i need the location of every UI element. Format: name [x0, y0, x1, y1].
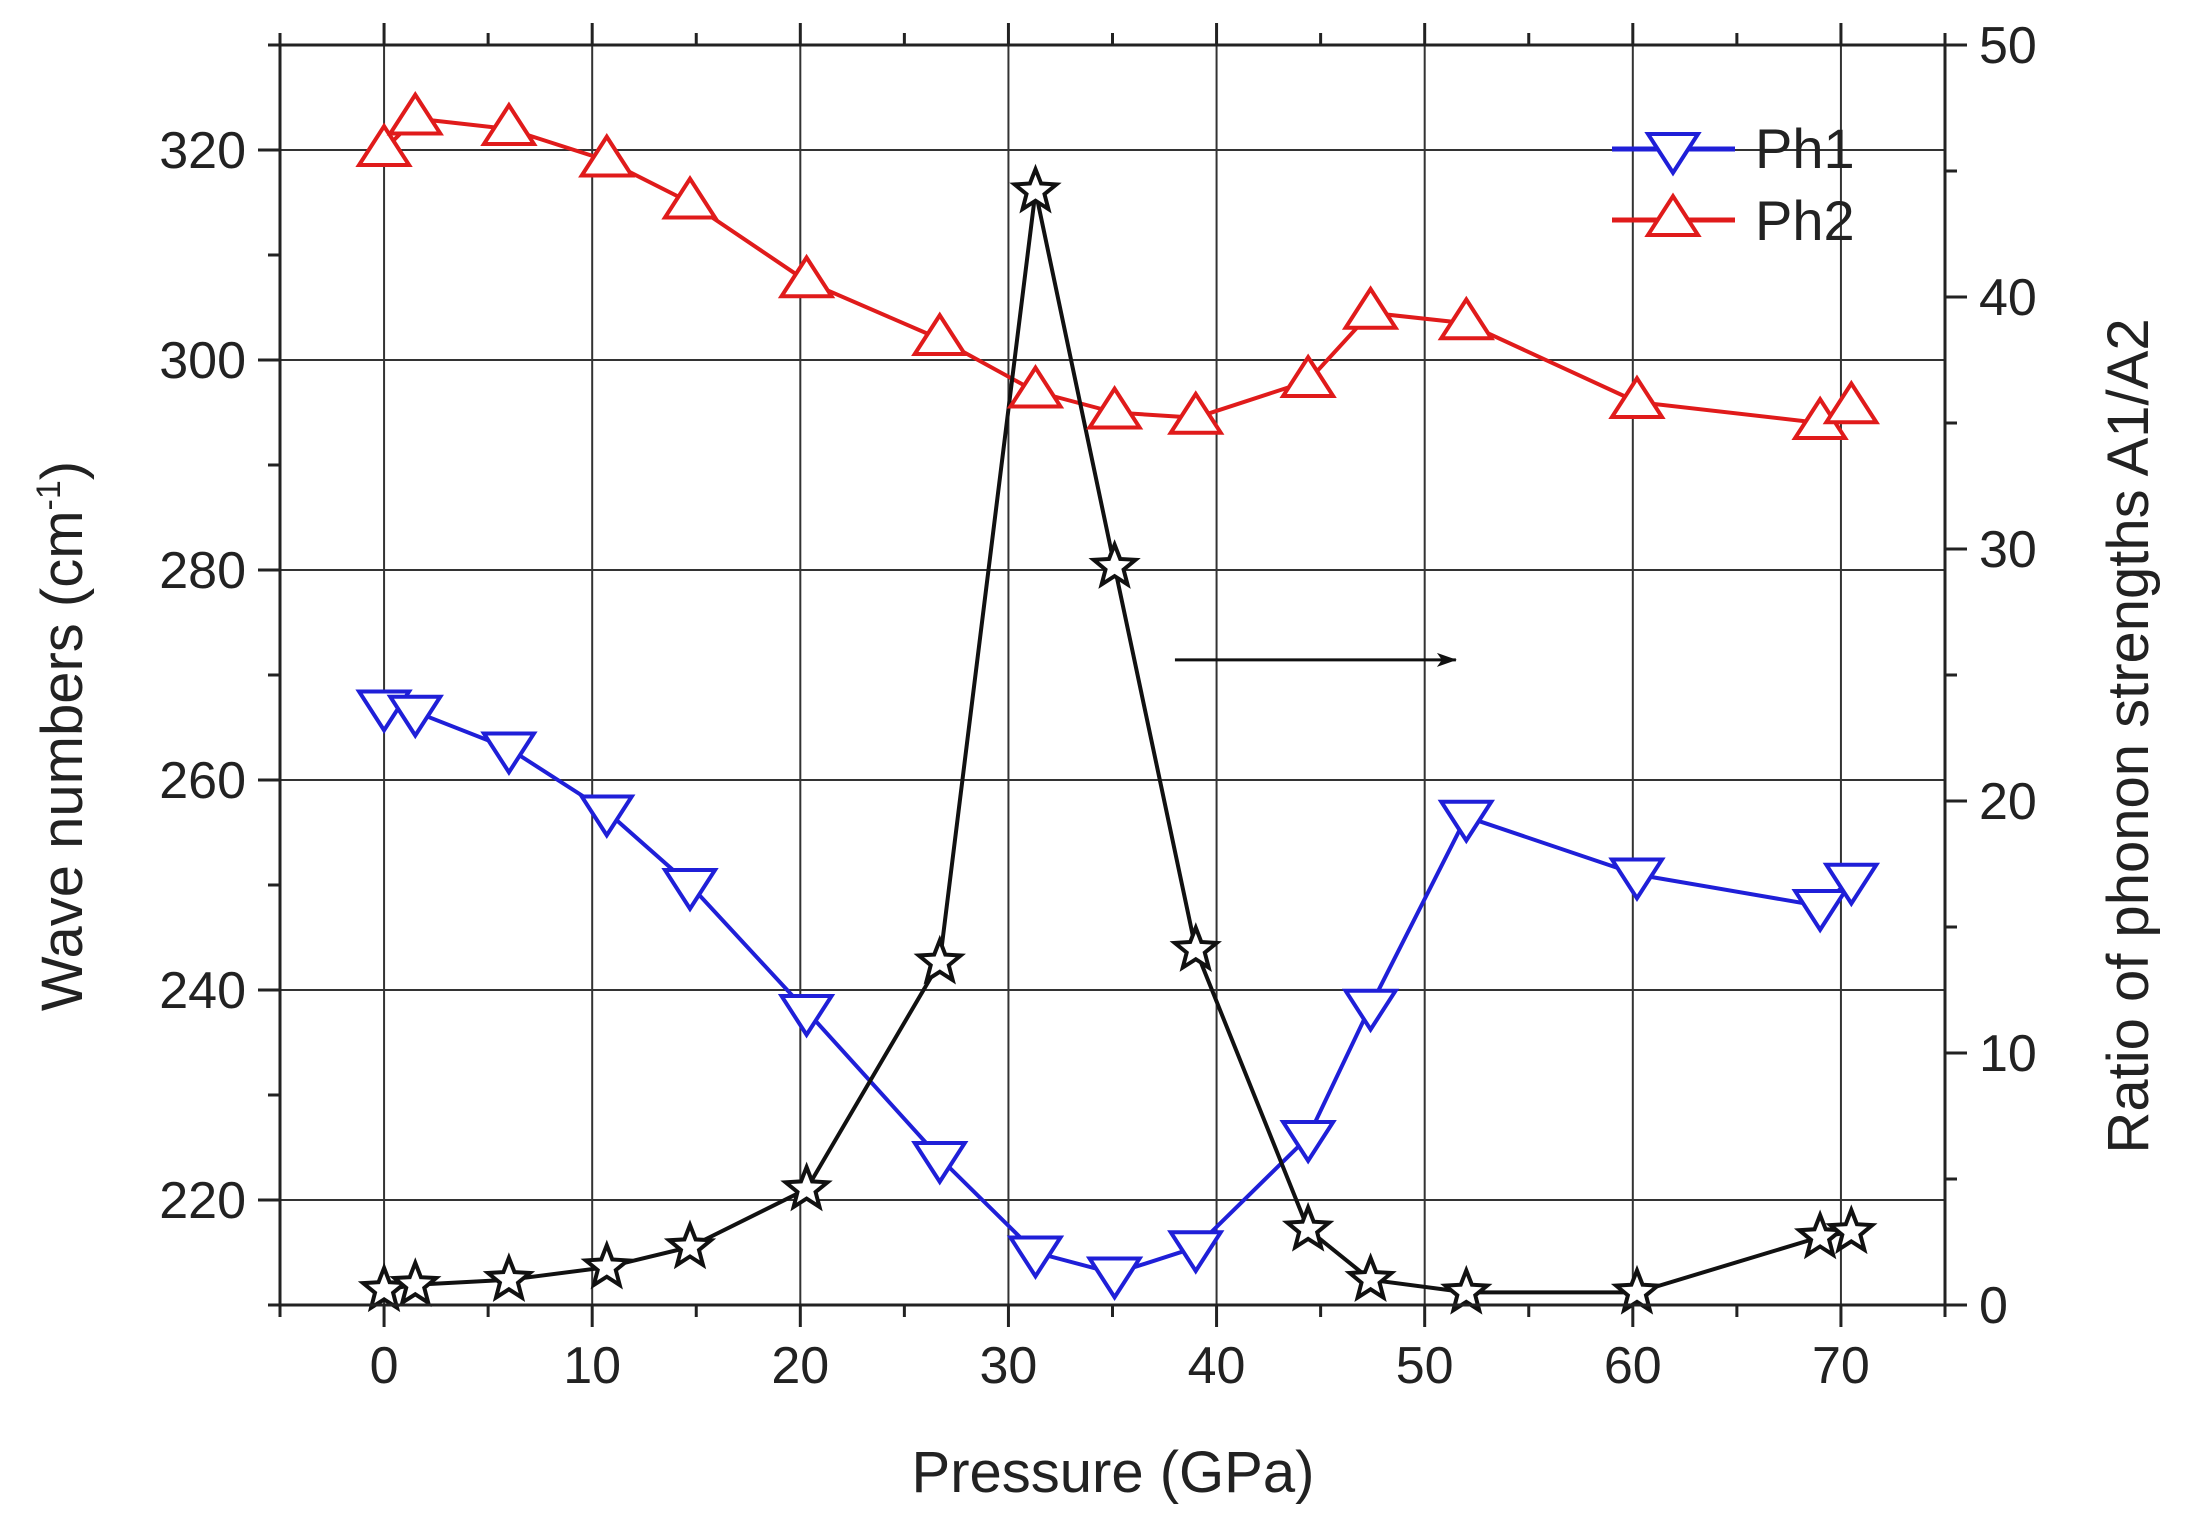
marker-ratio-a1-a2-4 — [663, 1219, 717, 1270]
marker-ph2-12 — [1437, 295, 1495, 341]
marker-ph1-15 — [1822, 862, 1881, 908]
y2-axis-title: Ratio of phonon strengths A1/A2 — [2096, 318, 2161, 1153]
x-tick-label-60: 60 — [1604, 1337, 1662, 1395]
marker-ratio-a1-a2-13 — [1610, 1264, 1664, 1315]
x-tick-label-50: 50 — [1396, 1337, 1454, 1395]
y-axis-title-main: Wave numbers (cm — [30, 510, 95, 1011]
marker-ph1-10 — [1279, 1120, 1337, 1165]
marker-ph1-1 — [386, 694, 444, 740]
y-tick-label-320: 320 — [159, 122, 246, 180]
series-line-ph1 — [383, 704, 1853, 1276]
marker-ph1-6 — [911, 1141, 969, 1186]
x-tick-label-10: 10 — [563, 1337, 621, 1395]
y2-tick-label-0: 0 — [1979, 1277, 2008, 1335]
series-line-ph2 — [382, 116, 1853, 425]
y-tick-label-300: 300 — [159, 332, 246, 390]
marker-ph2-5 — [777, 253, 836, 299]
y2-tick-label-40: 40 — [1979, 269, 2037, 327]
y2-tick-label-20: 20 — [1979, 773, 2037, 831]
marker-ratio-a1-a2-2 — [482, 1252, 536, 1303]
y2-tick-label-30: 30 — [1979, 521, 2037, 579]
marker-ph2-13 — [1608, 374, 1666, 419]
marker-ph2-8 — [1085, 385, 1144, 430]
marker-ph1-12 — [1437, 799, 1495, 845]
marker-ph1-8 — [1085, 1256, 1144, 1301]
marker-ph1-9 — [1167, 1230, 1225, 1275]
legend-marker-ph2 — [1644, 192, 1702, 237]
y-tick-label-220: 220 — [159, 1172, 246, 1230]
marker-ratio-a1-a2-6 — [913, 934, 966, 985]
x-tick-label-70: 70 — [1812, 1337, 1870, 1395]
legend: Ph1 Ph2 — [1612, 117, 1855, 252]
y2-tick-label-50: 50 — [1979, 17, 2037, 75]
marker-ph1-14 — [1791, 889, 1849, 934]
x-tick-label-0: 0 — [370, 1337, 399, 1395]
marker-ph2-3 — [578, 133, 636, 178]
y-tick-label-280: 280 — [159, 542, 246, 600]
marker-ph1-3 — [578, 794, 636, 839]
marker-ratio-a1-a2-5 — [780, 1161, 833, 1212]
x-tick-label-40: 40 — [1188, 1337, 1246, 1395]
axes-layer — [258, 23, 1967, 1327]
marker-ratio-a1-a2-1 — [389, 1257, 442, 1308]
x-axis-title: Pressure (GPa) — [912, 1440, 1315, 1505]
marker-ph2-7 — [1006, 364, 1065, 409]
marker-ph1-5 — [777, 994, 836, 1039]
marker-ratio-a1-a2-10 — [1281, 1201, 1335, 1252]
legend-marker-ph1 — [1644, 132, 1702, 177]
y2-tick-label-10: 10 — [1979, 1025, 2037, 1083]
x-tick-label-30: 30 — [980, 1337, 1038, 1395]
legend-label-ph1: Ph1 — [1755, 117, 1855, 180]
series-layer — [355, 91, 1881, 1315]
y-axis-title: Wave numbers (cm-1) — [30, 461, 95, 1011]
marker-ph2-2 — [480, 101, 538, 146]
legend-label-ph2: Ph2 — [1755, 189, 1855, 252]
marker-ratio-a1-a2-0 — [357, 1262, 411, 1313]
marker-ph2-11 — [1341, 285, 1400, 330]
marker-ratio-a1-a2-3 — [580, 1239, 633, 1290]
marker-ratio-a1-a2-11 — [1344, 1252, 1397, 1303]
marker-ratio-a1-a2-8 — [1088, 539, 1141, 589]
marker-ph2-15 — [1822, 379, 1881, 425]
y-axis-title-superscript: -1 — [30, 480, 68, 510]
marker-ph2-6 — [911, 311, 969, 356]
marker-ratio-a1-a2-9 — [1169, 922, 1222, 972]
marker-ph1-4 — [661, 868, 719, 913]
y-tick-label-260: 260 — [159, 752, 246, 810]
marker-ph2-4 — [661, 175, 719, 220]
marker-ratio-a1-a2-12 — [1440, 1264, 1493, 1315]
marker-ph2-9 — [1167, 390, 1225, 435]
marker-ratio-a1-a2-14 — [1793, 1209, 1847, 1260]
marker-ph1-7 — [1006, 1235, 1065, 1280]
marker-ph2-10 — [1279, 353, 1337, 398]
tick-labels: 0 10 20 30 40 50 60 70 220 240 260 280 300 320 0 10 20 30… — [159, 17, 2037, 1395]
y-axis-title-close: ) — [30, 461, 95, 480]
marker-ph1-13 — [1608, 857, 1666, 902]
marker-ph1-2 — [480, 731, 538, 776]
y-tick-label-240: 240 — [159, 962, 246, 1020]
marker-ratio-a1-a2-15 — [1825, 1204, 1878, 1255]
x-tick-label-20: 20 — [771, 1337, 829, 1395]
marker-ph2-0 — [355, 122, 413, 167]
marker-ph2-1 — [386, 91, 444, 136]
marker-ph1-11 — [1341, 988, 1400, 1034]
marker-ratio-a1-a2-7 — [1009, 163, 1062, 214]
series-line-ratio-a1-a2 — [383, 189, 1852, 1295]
